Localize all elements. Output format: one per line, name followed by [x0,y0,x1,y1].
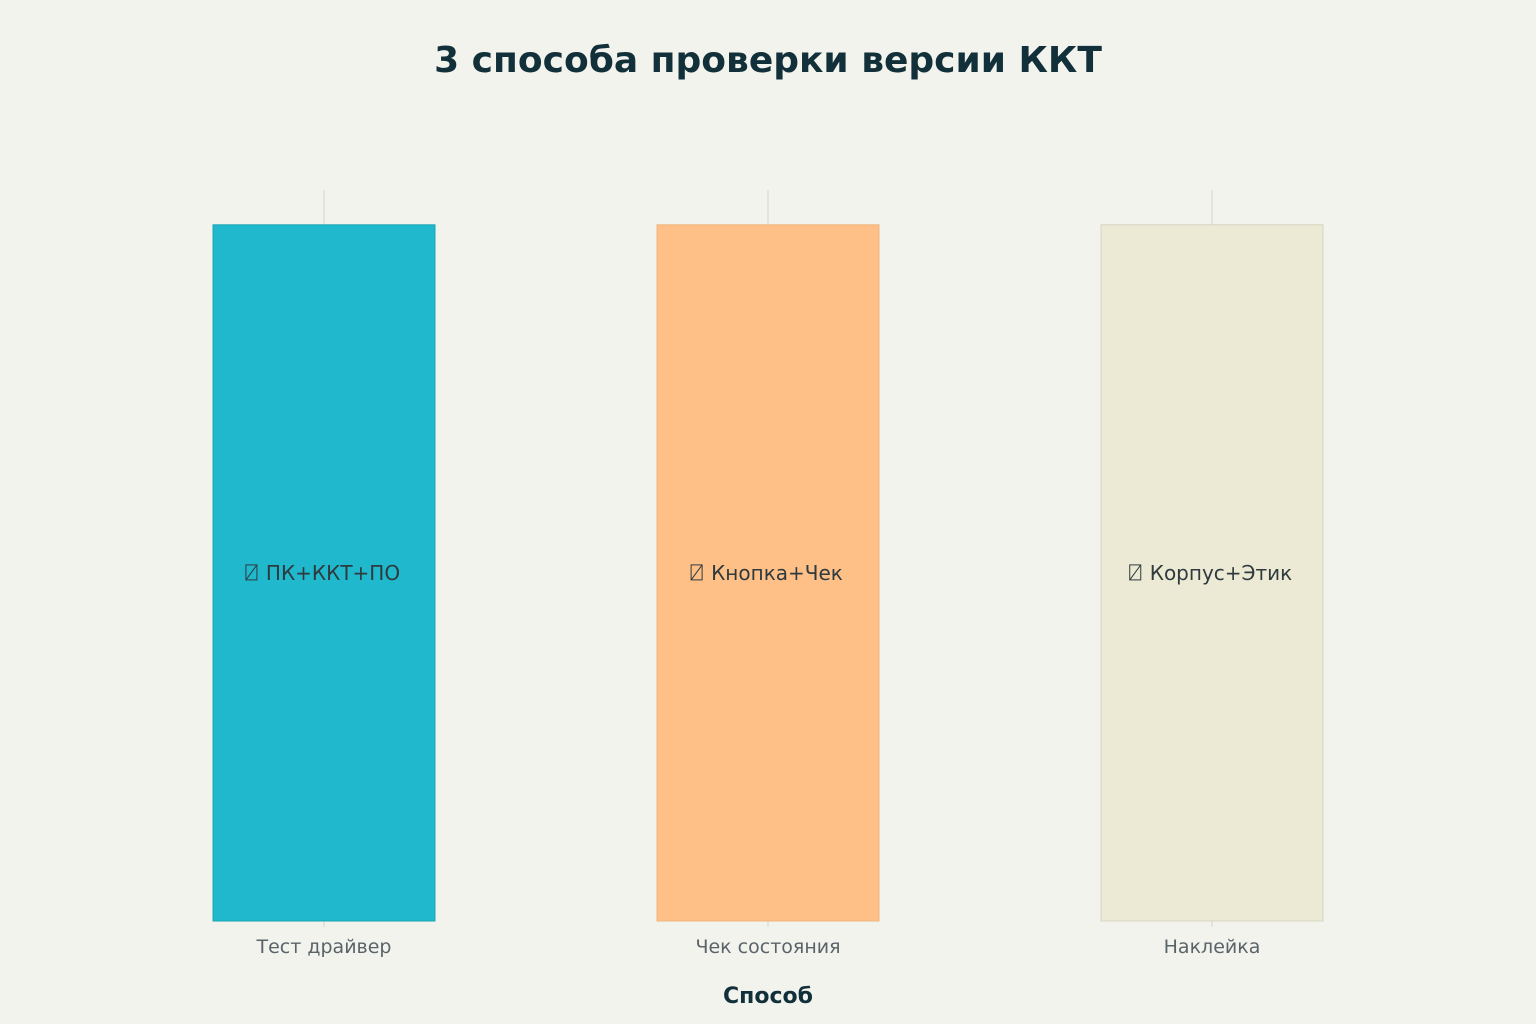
bar [1100,224,1324,922]
missing-glyph-icon-slash [245,564,258,581]
x-tick-label: Наклейка [1164,936,1261,958]
bar-label: ПК+ККТ+ПО [266,561,400,585]
x-tick-label: Чек состояния [695,936,840,958]
x-axis-label: Способ [723,984,813,1009]
bar-label: Корпус+Этик [1150,561,1293,585]
missing-glyph-icon-slash [690,564,703,581]
x-tick-label: Тест драйвер [256,936,392,958]
missing-glyph-icon [690,564,703,581]
bar [656,224,880,922]
chart-title: 3 способа проверки версии ККТ [434,40,1102,81]
missing-glyph-icon-slash [1129,564,1142,581]
bar [212,224,436,922]
missing-glyph-icon [1129,564,1142,581]
missing-glyph-icon [245,564,258,581]
bar-label: Кнопка+Чек [711,561,843,585]
